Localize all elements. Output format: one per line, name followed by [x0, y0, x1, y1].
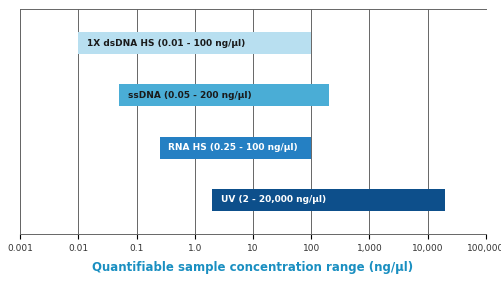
Text: ssDNA (0.05 - 200 ng/µl): ssDNA (0.05 - 200 ng/µl) — [128, 91, 252, 100]
Text: RNA HS (0.25 - 100 ng/µl): RNA HS (0.25 - 100 ng/µl) — [168, 143, 298, 152]
Bar — [78, 32, 311, 54]
Text: UV (2 - 20,000 ng/µl): UV (2 - 20,000 ng/µl) — [221, 196, 326, 205]
Bar — [119, 84, 329, 106]
Bar — [160, 137, 311, 159]
Text: 1X dsDNA HS (0.01 - 100 ng/µl): 1X dsDNA HS (0.01 - 100 ng/µl) — [87, 38, 245, 47]
Bar — [212, 189, 445, 211]
X-axis label: Quantifiable sample concentration range (ng/µl): Quantifiable sample concentration range … — [93, 261, 413, 274]
